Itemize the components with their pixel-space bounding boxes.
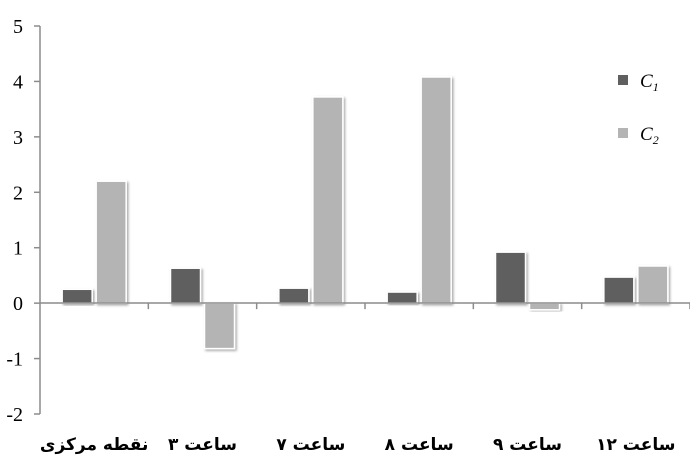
y-tick-label: 0 <box>13 293 23 315</box>
legend-c2-symbol: C <box>640 124 653 145</box>
legend-c1-subscript: 1 <box>653 80 659 94</box>
bar-c2-1 <box>203 302 236 350</box>
legend-c2-subscript: 2 <box>653 133 659 147</box>
category-label: ساعت ۱۲ <box>596 435 675 455</box>
bar-c1-5 <box>603 276 635 304</box>
bar-c2-2 <box>312 96 344 304</box>
bar-c2-0 <box>95 180 127 304</box>
y-tick-label: 1 <box>13 238 23 260</box>
y-ticks-layer: -2 -1 0 1 2 3 4 5 <box>6 16 40 426</box>
category-label: نقطه مرکزی <box>40 435 149 455</box>
legend: C1 C2 <box>618 71 659 147</box>
legend-c1-symbol: C <box>640 71 653 92</box>
bar-c2-4 <box>528 302 561 311</box>
legend-label-c2: C2 <box>640 124 659 147</box>
y-tick-label: 3 <box>13 127 23 149</box>
bar-c2-3 <box>420 76 452 304</box>
bar-c1-4 <box>494 251 527 304</box>
category-label: ساعت ۹ <box>493 435 562 455</box>
category-labels-layer: نقطه مرکزی ساعت ۳ ساعت ۷ ساعت ۸ ساعت ۹ ساعت ۱… <box>40 435 676 455</box>
bar-c1-3 <box>386 291 418 304</box>
y-tick-label: 5 <box>13 16 23 38</box>
y-tick-label: -1 <box>6 349 23 371</box>
bar-c1-1 <box>169 267 202 304</box>
category-label: ساعت ۸ <box>385 435 454 455</box>
category-label: ساعت ۳ <box>168 435 237 455</box>
bar-c1-0 <box>61 288 93 304</box>
y-tick-label: -2 <box>6 404 23 426</box>
bar-c1-2 <box>278 287 310 304</box>
legend-swatch-c2 <box>618 128 628 138</box>
y-tick-label: 4 <box>13 71 23 93</box>
y-tick-label: 2 <box>13 182 23 204</box>
x-ticks-layer <box>147 303 690 310</box>
legend-label-c1: C1 <box>640 71 659 94</box>
category-label: ساعت ۷ <box>276 435 345 455</box>
bar-c2-5 <box>637 265 669 304</box>
legend-swatch-c1 <box>618 75 628 85</box>
